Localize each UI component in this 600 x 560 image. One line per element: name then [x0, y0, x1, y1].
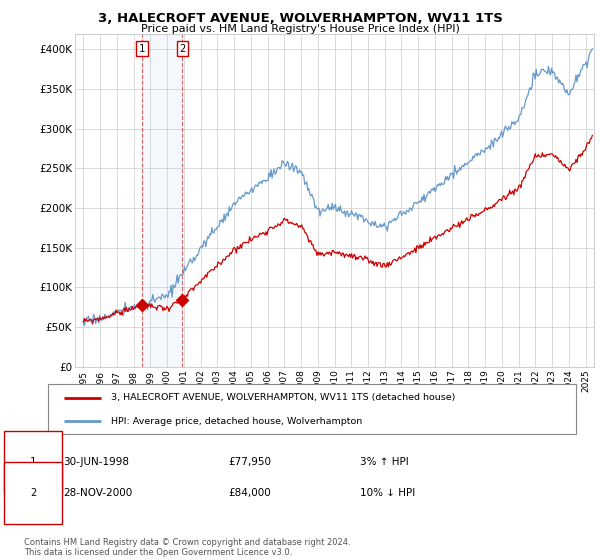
Text: 2: 2 — [179, 44, 185, 54]
Text: HPI: Average price, detached house, Wolverhampton: HPI: Average price, detached house, Wolv… — [112, 417, 362, 426]
Text: 3, HALECROFT AVENUE, WOLVERHAMPTON, WV11 1TS (detached house): 3, HALECROFT AVENUE, WOLVERHAMPTON, WV11… — [112, 393, 456, 402]
Text: 30-JUN-1998: 30-JUN-1998 — [63, 457, 129, 467]
Bar — [142, 34, 182, 367]
Text: 2: 2 — [30, 488, 36, 498]
Text: 28-NOV-2000: 28-NOV-2000 — [63, 488, 132, 498]
Text: 10% ↓ HPI: 10% ↓ HPI — [360, 488, 415, 498]
Text: 1: 1 — [139, 44, 145, 54]
Text: £84,000: £84,000 — [228, 488, 271, 498]
FancyBboxPatch shape — [48, 384, 576, 434]
Text: Contains HM Land Registry data © Crown copyright and database right 2024.
This d: Contains HM Land Registry data © Crown c… — [24, 538, 350, 557]
Text: £77,950: £77,950 — [228, 457, 271, 467]
Text: 1: 1 — [30, 457, 36, 467]
Text: 3, HALECROFT AVENUE, WOLVERHAMPTON, WV11 1TS: 3, HALECROFT AVENUE, WOLVERHAMPTON, WV11… — [98, 12, 502, 25]
Text: 3% ↑ HPI: 3% ↑ HPI — [360, 457, 409, 467]
Text: Price paid vs. HM Land Registry's House Price Index (HPI): Price paid vs. HM Land Registry's House … — [140, 24, 460, 34]
